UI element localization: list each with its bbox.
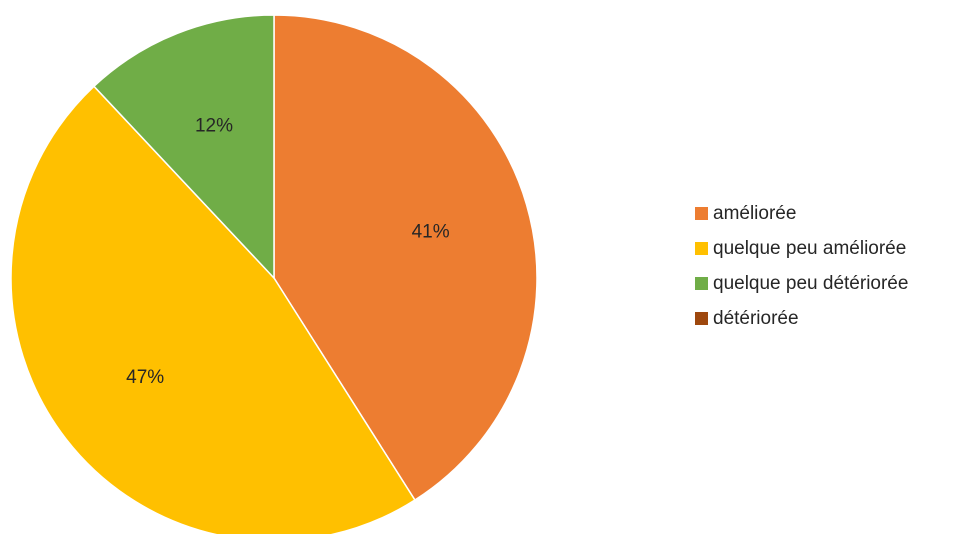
- pie-slice-amelioree: [273, 14, 538, 502]
- pie-data-labels: 41% 47% 12%: [126, 115, 450, 388]
- legend-swatch: [695, 277, 708, 290]
- legend-label: améliorée: [713, 202, 797, 224]
- legend-swatch: [695, 242, 708, 255]
- legend-item-quelque-peu-ameliore: quelque peu améliorée: [695, 231, 908, 266]
- legend-item-ameliore: améliorée: [695, 196, 908, 231]
- pie-slice-quelque-peu-deterioree: [92, 14, 275, 280]
- data-label-amelioree: 41%: [412, 222, 450, 243]
- legend-label: quelque peu améliorée: [713, 237, 907, 259]
- legend-swatch: [695, 312, 708, 325]
- pie-slice-quelque-peu-amelioree: [10, 85, 416, 534]
- legend-swatch: [695, 207, 708, 220]
- data-label-quelque-peu-deterioree: 12%: [195, 115, 233, 136]
- legend-label: quelque peu détériorée: [713, 272, 909, 294]
- pie-slices: [10, 14, 538, 534]
- legend: améliorée quelque peu améliorée quelque …: [695, 196, 908, 336]
- legend-item-quelque-peu-deteriore: quelque peu détériorée: [695, 266, 908, 301]
- legend-item-deteriore: détériorée: [695, 301, 908, 336]
- data-label-quelque-peu-amelioree: 47%: [126, 367, 164, 388]
- legend-label: détériorée: [713, 307, 799, 329]
